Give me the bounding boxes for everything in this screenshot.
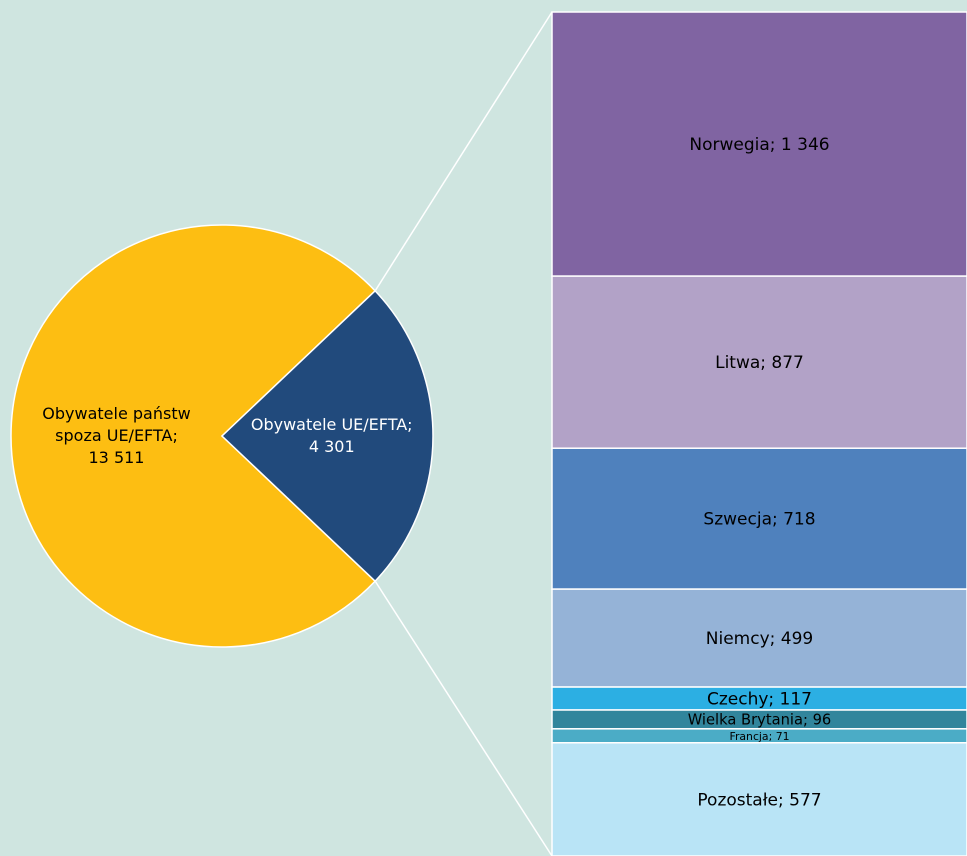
bar-segment [551, 588, 967, 688]
bar-label: Czechy; 117 [707, 690, 812, 710]
bar-label: Wielka Brytania; 96 [688, 711, 832, 728]
bar-label: Niemcy; 499 [706, 629, 813, 649]
connector-line [374, 11, 553, 292]
bar-label: Szwecja; 718 [703, 510, 815, 530]
pie-label: Obywatele państw spoza UE/EFTA; 13 511 [42, 404, 191, 467]
bar-segment [551, 742, 967, 856]
pie-slice [10, 224, 377, 648]
pie-label: Obywatele UE/EFTA; 4 301 [250, 415, 413, 456]
bar-label: Litwa; 877 [715, 353, 804, 373]
bar-label: Francja; 71 [729, 730, 789, 743]
bar-label: Pozostałe; 577 [697, 790, 821, 810]
bar-segment [551, 11, 967, 277]
bar-segment [551, 275, 967, 449]
bar-label: Norwegia; 1 346 [689, 135, 829, 155]
pie-slice [220, 289, 434, 583]
connector-line [374, 580, 553, 856]
